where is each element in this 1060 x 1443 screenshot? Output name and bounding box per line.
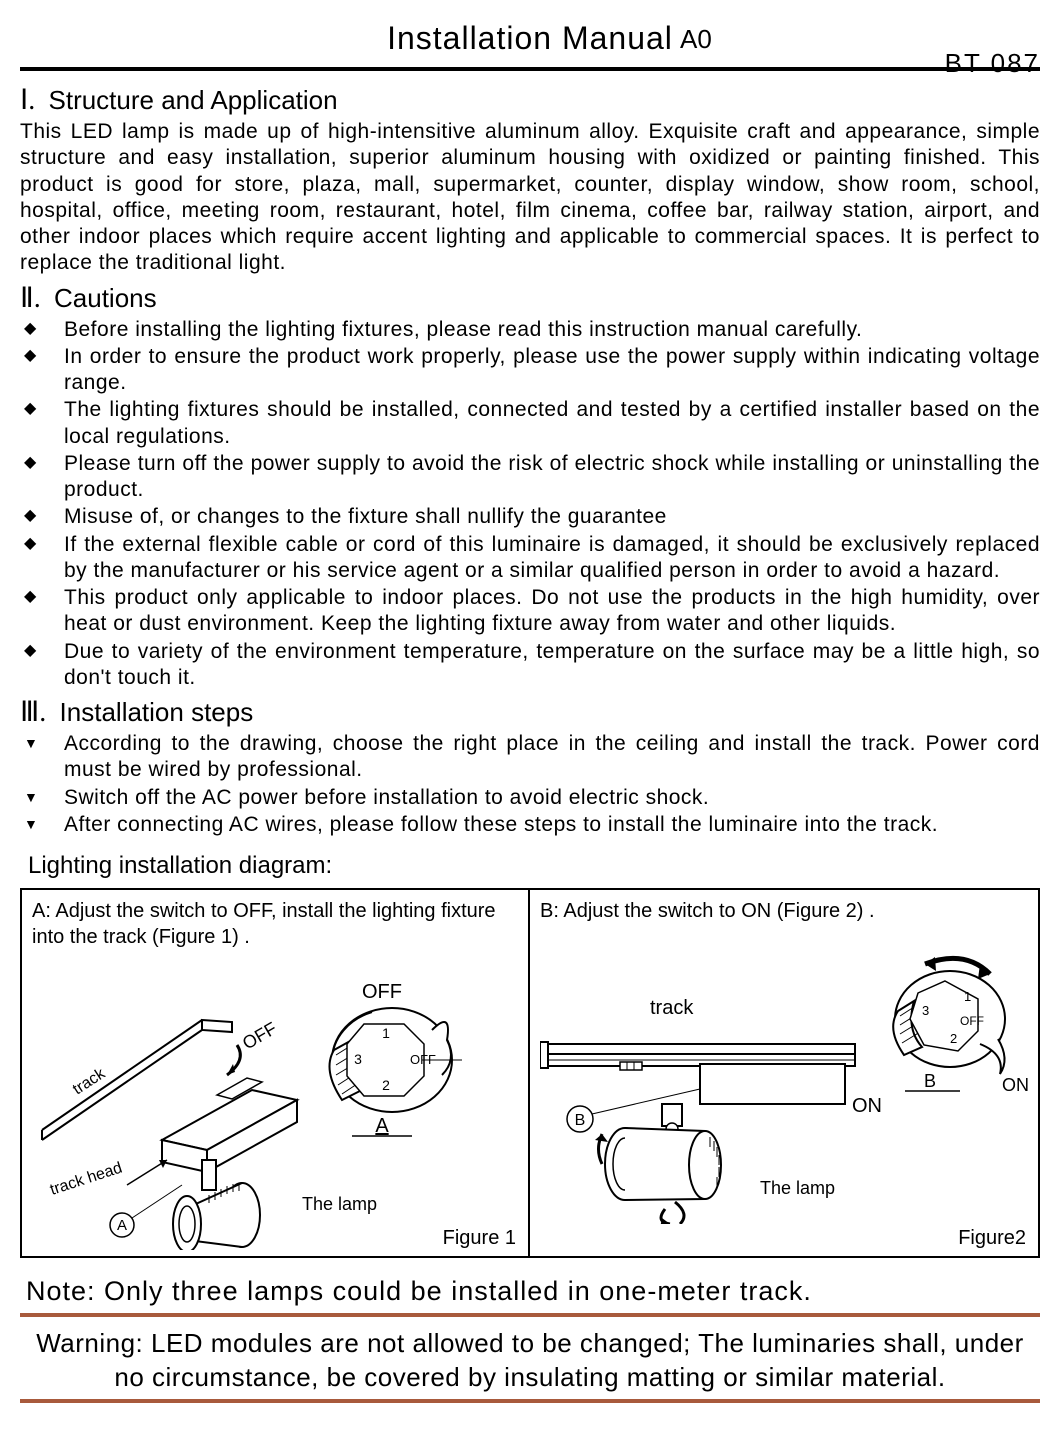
svg-text:B: B: [575, 1112, 586, 1129]
divider-rule-2: [20, 1399, 1040, 1403]
svg-text:2: 2: [950, 1031, 957, 1046]
list-item: In order to ensure the product work prop…: [20, 344, 1040, 397]
page-title: Installation Manual: [20, 20, 1040, 57]
panel-b-caption: B: Adjust the switch to ON (Figure 2) .: [540, 898, 1028, 924]
warning-text: Warning: LED modules are not allowed to …: [20, 1327, 1040, 1395]
note-text: Note: Only three lamps could be installe…: [20, 1276, 1040, 1307]
panel-a-caption: A: Adjust the switch to OFF, install the…: [32, 898, 518, 950]
figure-2-svg: 1 2 3 OFF ON B track: [540, 924, 1030, 1224]
figure-1-svg: 1 2 3 OFF OFF A track OF: [32, 950, 522, 1250]
svg-text:OFF: OFF: [960, 1014, 984, 1028]
list-item: Please turn off the power supply to avoi…: [20, 451, 1040, 504]
diagram-heading: Lighting installation diagram:: [28, 852, 1040, 880]
svg-text:track: track: [650, 997, 694, 1019]
svg-text:A: A: [117, 1217, 127, 1234]
section-1-body: This LED lamp is made up of high-intensi…: [20, 119, 1040, 277]
section-3-title: Installation steps: [60, 697, 254, 727]
svg-text:2: 2: [382, 1077, 390, 1093]
list-item: According to the drawing, choose the rig…: [20, 731, 1040, 784]
svg-text:The lamp: The lamp: [302, 1194, 377, 1214]
svg-text:OFF: OFF: [239, 1018, 280, 1053]
section-1-roman: Ⅰ.: [20, 85, 35, 116]
svg-text:ON: ON: [852, 1095, 882, 1117]
section-2-heading: Ⅱ. Cautions: [20, 281, 1040, 315]
svg-text:A: A: [375, 1115, 389, 1137]
section-3-heading: Ⅲ. Installation steps: [20, 695, 1040, 729]
svg-text:The lamp: The lamp: [760, 1178, 835, 1198]
diagram-container: A: Adjust the switch to OFF, install the…: [20, 888, 1040, 1258]
cautions-list: Before installing the lighting fixtures,…: [20, 317, 1040, 692]
section-3-roman: Ⅲ.: [20, 697, 46, 728]
svg-text:track: track: [70, 1065, 109, 1099]
section-1-title: Structure and Application: [49, 85, 338, 115]
product-code: BT 087: [945, 48, 1040, 79]
svg-text:OFF: OFF: [362, 981, 402, 1003]
svg-text:B: B: [924, 1071, 936, 1091]
section-1-heading: Ⅰ. Structure and Application: [20, 83, 1040, 117]
header: Installation Manual A0 BT 087: [20, 20, 1040, 71]
diagram-panel-b: B: Adjust the switch to ON (Figure 2) . …: [530, 890, 1038, 1256]
section-2-roman: Ⅱ.: [20, 283, 41, 314]
svg-text:1: 1: [382, 1025, 390, 1041]
list-item: If the external flexible cable or cord o…: [20, 532, 1040, 585]
diagram-panel-a: A: Adjust the switch to OFF, install the…: [22, 890, 530, 1256]
list-item: The lighting fixtures should be installe…: [20, 397, 1040, 450]
figure-2-label: Figure2: [958, 1227, 1026, 1250]
section-2-title: Cautions: [54, 283, 157, 313]
svg-text:1: 1: [964, 989, 971, 1004]
list-item: Misuse of, or changes to the fixture sha…: [20, 504, 1040, 530]
steps-list: According to the drawing, choose the rig…: [20, 731, 1040, 838]
svg-text:ON: ON: [1002, 1075, 1029, 1095]
figure-1-label: Figure 1: [443, 1227, 516, 1250]
list-item: Switch off the AC power before installat…: [20, 785, 1040, 811]
svg-text:3: 3: [354, 1051, 362, 1067]
divider-rule-1: [20, 1313, 1040, 1317]
list-item: After connecting AC wires, please follow…: [20, 812, 1040, 838]
list-item: Before installing the lighting fixtures,…: [20, 317, 1040, 343]
revision-label: A0: [680, 24, 712, 55]
svg-text:3: 3: [922, 1003, 929, 1018]
svg-text:track head: track head: [48, 1160, 124, 1199]
list-item: Due to variety of the environment temper…: [20, 639, 1040, 692]
list-item: This product only applicable to indoor p…: [20, 585, 1040, 638]
